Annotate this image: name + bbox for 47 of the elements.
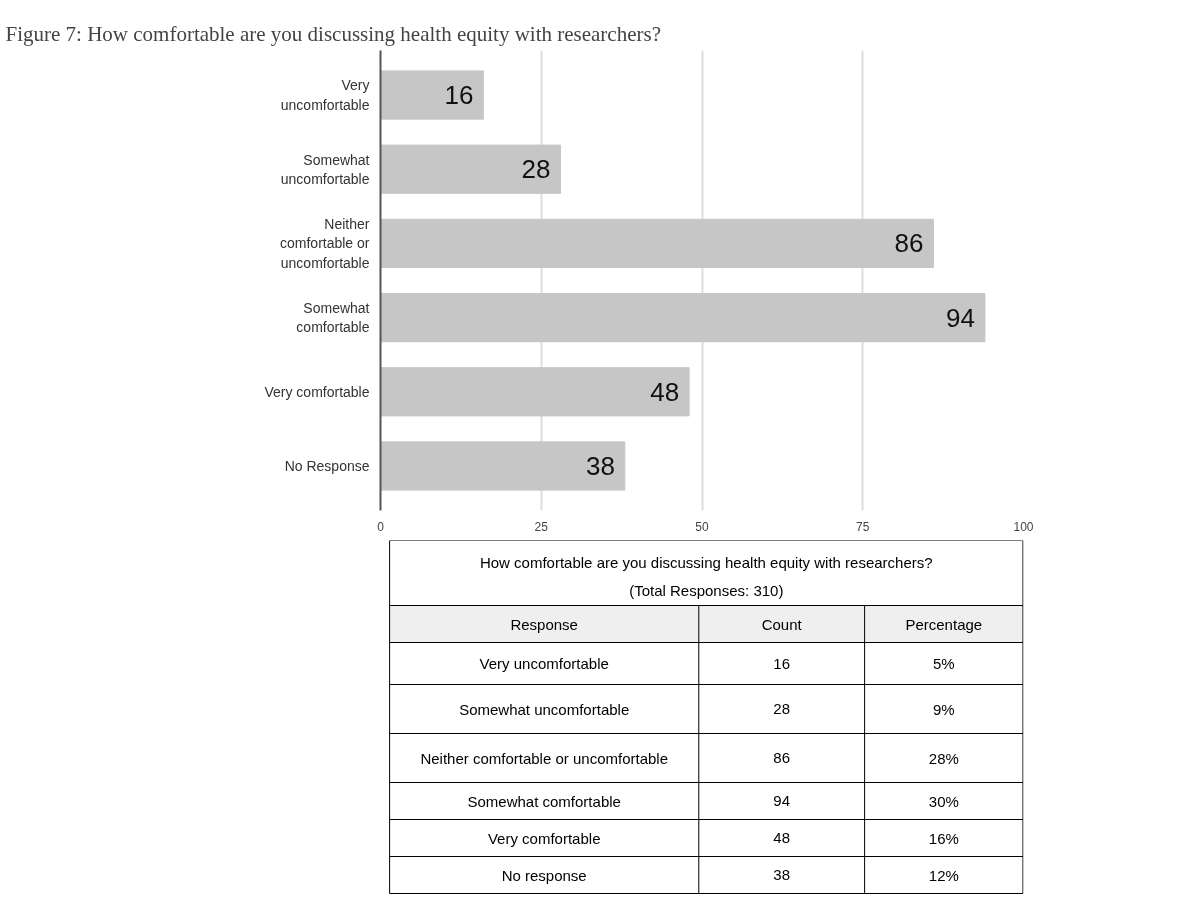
bar (380, 218, 934, 269)
y-tick-label: Very comfortable (264, 383, 370, 400)
text: 38 (773, 866, 791, 883)
bar (380, 70, 484, 120)
text: Response (510, 615, 578, 633)
data-label: 38 (585, 450, 615, 481)
x-tick-label: 75 (856, 519, 870, 534)
text: Neither comfortable or uncomfortable (420, 749, 669, 767)
text: How comfortable are you discussing health equity with researchers? (479, 554, 933, 571)
text: 5% (932, 655, 955, 672)
y-tick-label: Somewhat uncomfortable (280, 151, 370, 187)
data-label: 94 (946, 302, 975, 333)
chart-title: Figure 7: How comfortable are you discussing health equity with researchers? (5, 21, 661, 46)
x-tick-label: 50 (695, 519, 709, 534)
text: 16% (928, 829, 959, 847)
bar (380, 441, 626, 491)
text: 12% (928, 866, 959, 884)
text: No response (501, 866, 587, 884)
bar (380, 367, 690, 417)
bar (380, 144, 562, 194)
data-label: 28 (521, 154, 551, 185)
text: Very comfortable (487, 829, 601, 847)
text: Count (761, 615, 803, 633)
text: Somewhat comfortable (467, 792, 621, 810)
text: 86 (773, 749, 791, 766)
text: 28% (928, 749, 959, 767)
data-label: 86 (894, 228, 924, 259)
text: Somewhat uncomfortable (459, 700, 630, 718)
bar (380, 292, 986, 343)
text: 48 (773, 829, 791, 846)
text: 9% (932, 700, 955, 718)
text: 94 (773, 792, 791, 809)
text: Very uncomfortable (479, 655, 609, 672)
x-tick-label: 25 (534, 519, 549, 534)
y-tick-label: Very uncomfortable (280, 77, 370, 113)
y-tick-label: No Response (284, 457, 370, 474)
x-tick-label: 0 (377, 519, 385, 534)
text: Percentage (905, 615, 983, 633)
y-tick-label: Neither comfortable or uncomfortable (280, 216, 370, 271)
x-tick-label: 100 (1013, 519, 1034, 534)
data-label: 16 (444, 80, 474, 111)
text: 16 (773, 654, 791, 672)
text: (Total Responses: 310) (629, 582, 784, 599)
data-label: 48 (650, 376, 680, 407)
text: 30% (928, 792, 959, 810)
text: 28 (773, 700, 791, 717)
y-tick-label: Somewhat comfortable (296, 300, 370, 336)
